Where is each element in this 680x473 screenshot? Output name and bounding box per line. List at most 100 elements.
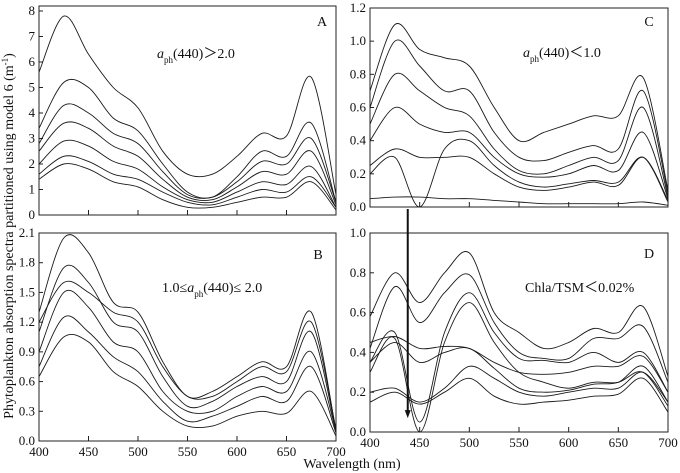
x-tick-label: 550 (178, 444, 198, 459)
x-tick-label: 400 (360, 435, 380, 450)
y-tick-label: 0.6 (19, 374, 36, 389)
series-line-b-1 (39, 234, 336, 432)
y-tick-label: 0.8 (350, 265, 366, 280)
series-line-c-4 (370, 106, 668, 199)
annotation-suffix: (440)≤ 2.0 (203, 281, 262, 296)
y-axis-label: Phytoplankton absorption spectra partiti… (0, 53, 17, 419)
series-line-c-5 (370, 148, 668, 201)
panel-b: 0.0 0.3 0.6 0.9 1.2 1.5 1.8 2.1 400 450 500 550 600 6… (19, 225, 346, 459)
y-tick-label: 1.5 (19, 284, 35, 299)
x-tick-label: 650 (277, 444, 297, 459)
panel-annotation: aph(440)＜1.0 (523, 46, 601, 64)
series-line-c-2 (370, 39, 668, 194)
y-tick-label: 0.6 (350, 100, 367, 115)
y-tick-label: 1.8 (19, 255, 35, 270)
y-tick-label: 5 (29, 80, 36, 95)
x-axis-label: Wavelength (nm) (303, 457, 401, 472)
y-axis-label-sup: -1 (0, 58, 10, 66)
annotation-prefix: 1.0≤ (162, 281, 188, 296)
y-tick-label: 4 (29, 105, 36, 120)
series-line-c-3 (370, 72, 668, 198)
series-line-c-7 (370, 196, 668, 206)
y-tick-label: 0.0 (350, 199, 366, 214)
series-line-d-5 (370, 335, 668, 393)
y-tick-label: 0.4 (350, 133, 367, 148)
x-tick-label: 500 (128, 444, 148, 459)
y-tick-label: 1.0 (350, 225, 366, 240)
x-tick-label: 400 (29, 444, 49, 459)
series-line-c-1 (370, 23, 668, 191)
panel-label: D (644, 247, 654, 262)
y-tick-label: 0.6 (350, 305, 367, 320)
y-tick-label: 0.4 (350, 344, 367, 359)
panel-label: B (313, 248, 322, 263)
series-line-a-4 (39, 121, 336, 205)
y-tick-label: 6 (29, 54, 36, 69)
annotation-prefix: Chla/TSM＜0.02% (525, 281, 635, 296)
series-line-b-2 (39, 280, 336, 430)
y-tick-label: 0 (29, 207, 36, 222)
annotation-suffix: (440)＞2.0 (173, 47, 235, 62)
panel-label: C (644, 15, 653, 30)
x-tick-label: 550 (509, 435, 529, 450)
panel-annotation: Chla/TSM＜0.02% (525, 281, 635, 296)
x-tick-label: 600 (227, 444, 247, 459)
panel-d: 0.0 0.2 0.4 0.6 0.8 1.0 400 450 500 550 600 650 700 D… (350, 225, 678, 450)
x-tick-label: 650 (609, 435, 629, 450)
annotation-symbol: a (187, 281, 194, 296)
annotation-suffix: (440)＜1.0 (539, 46, 601, 61)
y-tick-label: 0.9 (19, 344, 35, 359)
plot-frame (38, 5, 337, 216)
y-tick-label: 0.3 (19, 403, 35, 418)
series-line-d-8 (370, 377, 668, 413)
panel-annotation: aph(440)＞2.0 (157, 47, 235, 65)
series-line-a-5 (39, 139, 336, 208)
y-tick-label: 1.2 (350, 0, 366, 15)
y-tick-label: 8 (29, 3, 36, 18)
annotation-arrow-head (404, 410, 411, 419)
y-tick-label: 3 (29, 131, 36, 146)
series-line-b-4 (39, 289, 336, 432)
x-tick-label: 450 (410, 435, 430, 450)
annotation-subscript: ph (164, 55, 174, 65)
y-tick-label: 1 (29, 182, 36, 197)
annotation-symbol: a (523, 46, 530, 61)
x-tick-label: 700 (326, 444, 346, 459)
annotation-subscript: ph (194, 289, 204, 299)
series-line-a-2 (39, 78, 336, 203)
y-tick-label: 2.1 (19, 225, 35, 240)
y-tick-label: 0.8 (350, 66, 366, 81)
x-tick-label: 700 (658, 435, 678, 450)
series-line-b-5 (39, 315, 336, 434)
y-tick-label: 1.0 (350, 33, 366, 48)
series-line-d-3 (370, 292, 668, 423)
series-line-d-6 (370, 341, 668, 403)
x-tick-label: 500 (460, 435, 480, 450)
series-line-a-7 (39, 163, 336, 211)
panel-label: A (317, 15, 328, 30)
series-line-b-3 (39, 264, 336, 432)
panel-annotation: 1.0≤aph(440)≤ 2.0 (162, 281, 262, 299)
y-tick-label: 0.2 (350, 166, 366, 181)
series-line-b-6 (39, 334, 336, 437)
annotation-subscript: ph (530, 54, 540, 64)
y-tick-label: 2 (29, 156, 36, 171)
series-line-a-6 (39, 155, 336, 208)
y-tick-label: 1.2 (19, 314, 35, 329)
y-tick-label: 0.2 (350, 384, 366, 399)
series-line-c-6 (370, 138, 668, 207)
y-tick-label: 0.0 (19, 433, 35, 448)
y-tick-label: 7 (29, 29, 36, 44)
x-tick-label: 600 (559, 435, 579, 450)
series-line-a-3 (39, 103, 336, 203)
series-line-a-1 (39, 15, 336, 195)
series-line-d-1 (370, 251, 668, 377)
y-tick-label: 0.0 (350, 424, 366, 439)
annotation-symbol: a (157, 47, 164, 62)
x-tick-label: 450 (79, 444, 99, 459)
series-line-d-2 (370, 273, 668, 383)
series-line-d-7 (370, 365, 668, 403)
